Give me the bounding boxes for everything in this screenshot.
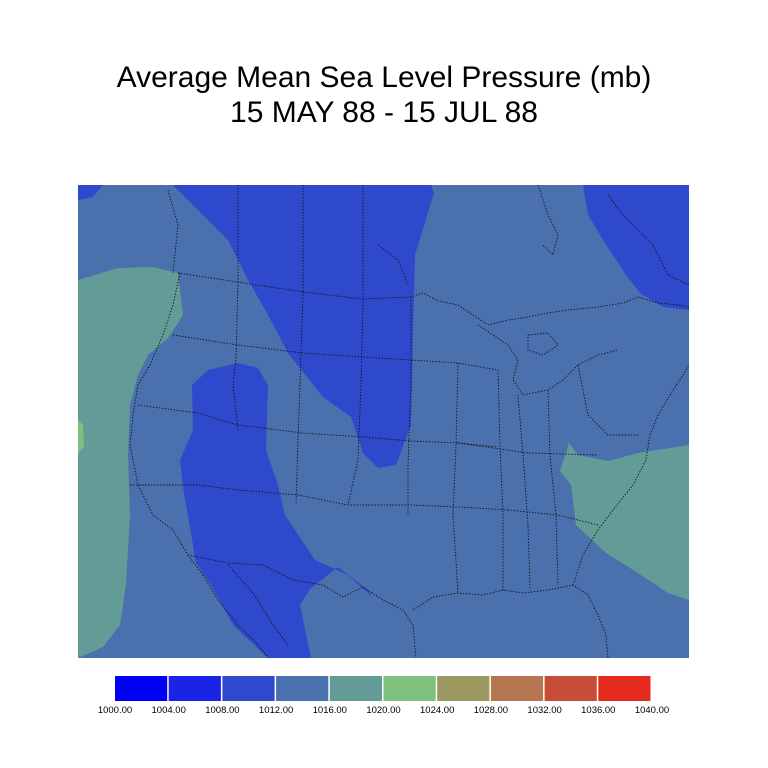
colorbar-tick-label: 1036.00 [581,705,616,716]
colorbar-swatch [115,676,168,701]
boundary-lines [129,185,689,658]
pressure-region-1020-west [78,420,84,453]
colorbar-tick-label: 1000.00 [97,705,133,716]
pressure-region-1008-north [173,185,434,468]
colorbar-swatch [437,676,490,701]
colorbar-tick-label: 1032.00 [527,705,562,716]
colorbar-tick-label: 1040.00 [634,705,670,716]
colorbar-tick-label: 1012.00 [258,705,294,716]
colorbar [115,676,651,701]
colorbar-tick-label: 1008.00 [205,705,240,716]
pressure-region-1016-west [78,267,183,658]
title-line-1: Average Mean Sea Level Pressure (mb) [116,61,652,94]
pressure-map [78,185,689,658]
colorbar-swatch [383,676,436,701]
colorbar-swatch [329,676,382,701]
colorbar-swatch [168,676,221,701]
colorbar-tick-label: 1020.00 [366,705,401,716]
colorbar-swatch [598,676,651,701]
colorbar-swatch [490,676,544,701]
pressure-region-1016-southeast [560,443,689,600]
pressure-region-1008-northeast [583,185,689,310]
title-line-2: 15 MAY 88 - 15 JUL 88 [230,96,538,129]
colorbar-swatch [222,676,275,701]
colorbar-tick-label: 1024.00 [420,705,455,716]
colorbar-tick-label: 1028.00 [473,705,509,716]
pressure-region-1008-nw-corner [78,185,103,200]
colorbar-swatch [276,676,329,701]
colorbar-tick-label: 1004.00 [151,705,186,716]
colorbar-swatch [544,676,597,701]
colorbar-tick-label: 1016.00 [312,705,347,716]
pressure-region-1008-southwest [180,363,372,658]
